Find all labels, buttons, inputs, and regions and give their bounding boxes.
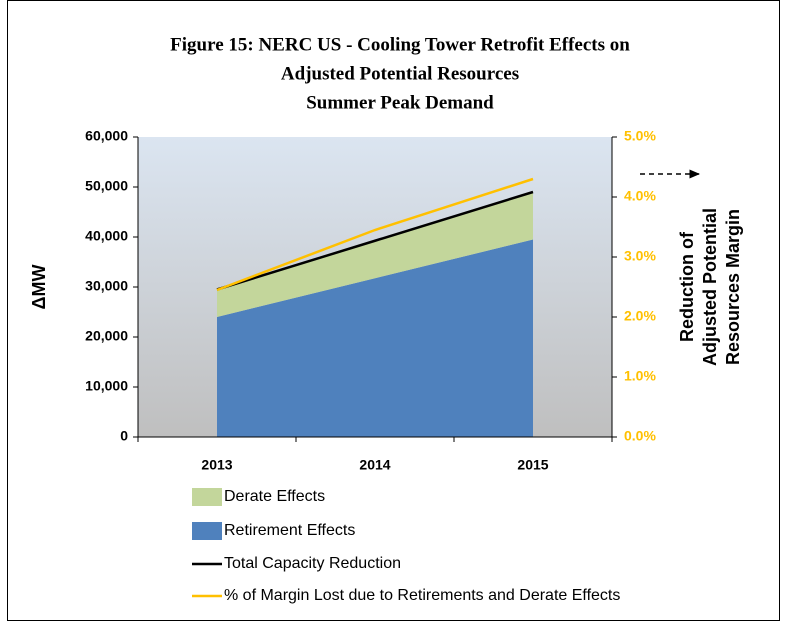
x-tick-label: 2014 [359, 457, 390, 473]
legend-label: Retirement Effects [224, 522, 355, 539]
area [217, 239, 533, 437]
y2-tick-label: 3.0% [624, 248, 656, 264]
x-tick-label: 2013 [201, 457, 232, 473]
y2-axis-label: Resources Margin [723, 209, 743, 365]
y-axis-label: ΔMW [29, 265, 49, 310]
line [216, 190, 534, 291]
y2-axis-label: Reduction of [677, 231, 697, 342]
y2-axis-label: Adjusted Potential [700, 208, 720, 366]
y-tick-label: 60,000 [85, 128, 128, 144]
y-tick-label: 30,000 [85, 278, 128, 294]
y2-tick-label: 0.0% [624, 428, 656, 444]
chart-title: Summer Peak Demand [306, 92, 494, 113]
y2-tick-label: 1.0% [624, 368, 656, 384]
y-tick-label: 0 [120, 428, 128, 444]
chart-title: Adjusted Potential Resources [281, 63, 519, 84]
x-tick-label: 2015 [517, 457, 548, 473]
legend-label: Derate Effects [224, 488, 325, 505]
legend-swatch [192, 522, 222, 540]
y-tick-label: 10,000 [85, 378, 128, 394]
legend-swatch [192, 488, 222, 506]
legend-label: % of Margin Lost due to Retirements and … [224, 587, 620, 604]
y-tick-label: 40,000 [85, 228, 128, 244]
line [216, 177, 534, 292]
chart-title: Figure 15: NERC US - Cooling Tower Retro… [170, 34, 630, 55]
y2-tick-label: 5.0% [624, 128, 656, 144]
y-tick-label: 50,000 [85, 178, 128, 194]
y-tick-label: 20,000 [85, 328, 128, 344]
y2-tick-label: 2.0% [624, 308, 656, 324]
legend-label: Total Capacity Reduction [224, 555, 401, 572]
area [217, 192, 533, 317]
y2-tick-label: 4.0% [624, 188, 656, 204]
